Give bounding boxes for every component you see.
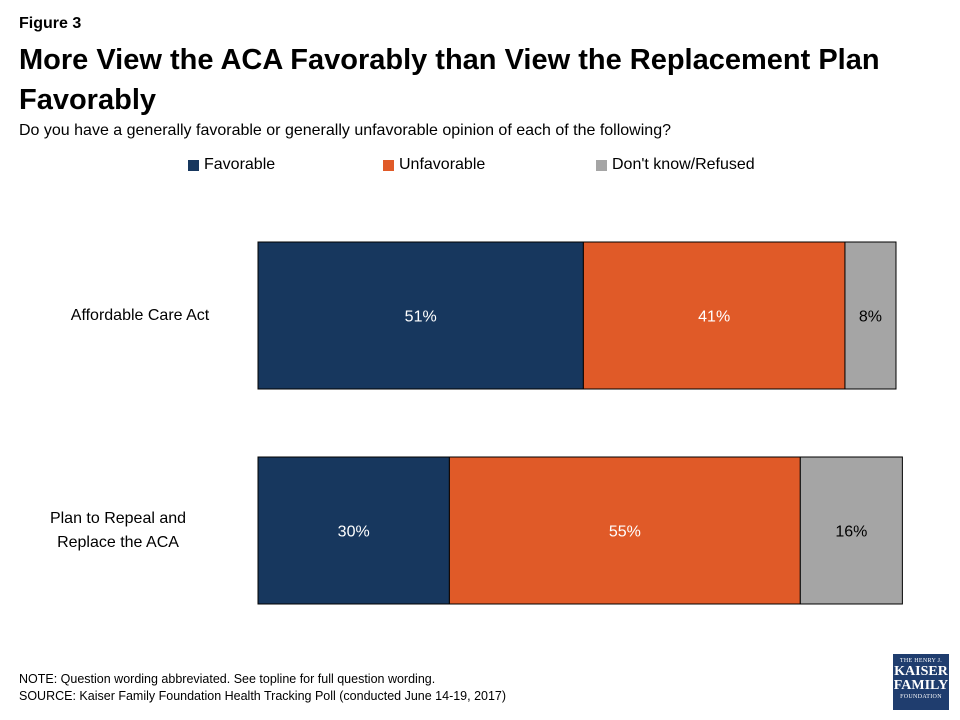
logo-line-4: FOUNDATION xyxy=(900,694,942,700)
bar-favorable-1 xyxy=(257,241,584,390)
footer-note: NOTE: Question wording abbreviated. See … xyxy=(19,672,436,686)
legend-swatch-unfavorable xyxy=(383,159,394,171)
footer-source: SOURCE: Kaiser Family Foundation Health … xyxy=(19,689,507,703)
bar-dont-know-1 xyxy=(844,241,897,390)
legend-item-dont-know: Don't know/Refused xyxy=(596,156,755,174)
bar-unfavorable-1 xyxy=(582,241,846,390)
bar-label-unfavorable-1: 41% xyxy=(698,309,730,326)
legend-label-unfavorable: Unfavorable xyxy=(399,156,486,173)
legend-swatch-dont-know xyxy=(596,159,607,171)
bar-label-dont-know-1: 8% xyxy=(859,309,882,326)
legend-swatch-favorable xyxy=(188,159,199,171)
bar-favorable-2 xyxy=(257,456,450,605)
legend-label-dont-know: Don't know/Refused xyxy=(612,156,755,173)
logo-line-1: THE HENRY J. xyxy=(899,658,943,664)
legend-item-favorable: Favorable xyxy=(188,156,275,174)
kff-logo: THE HENRY J. KAISER FAMILY FOUNDATION xyxy=(893,654,949,710)
bar-label-dont-know-2: 16% xyxy=(835,524,867,541)
legend-item-unfavorable: Unfavorable xyxy=(383,156,485,174)
figure-label: Figure 3 xyxy=(19,15,82,32)
bar-label-favorable-2: 30% xyxy=(338,524,370,541)
logo-line-2: KAISER xyxy=(894,664,948,679)
category-label-replacement-plan: Plan to Repeal and Replace the ACA xyxy=(49,510,187,551)
bar-label-favorable-1: 51% xyxy=(405,309,437,326)
chart-title: More View the ACA Favorably than View th… xyxy=(19,44,880,116)
bar-unfavorable-2 xyxy=(448,456,801,605)
bar-dont-know-2 xyxy=(799,456,903,605)
bar-label-unfavorable-2: 55% xyxy=(609,524,641,541)
legend: Favorable Unfavorable Don't know/Refused xyxy=(0,156,960,178)
legend-label-favorable: Favorable xyxy=(204,156,276,173)
chart-subtitle: Do you have a generally favorable or gen… xyxy=(19,122,671,139)
category-label-aca: Affordable Care Act xyxy=(70,307,210,324)
logo-line-3: FAMILY xyxy=(893,678,949,693)
